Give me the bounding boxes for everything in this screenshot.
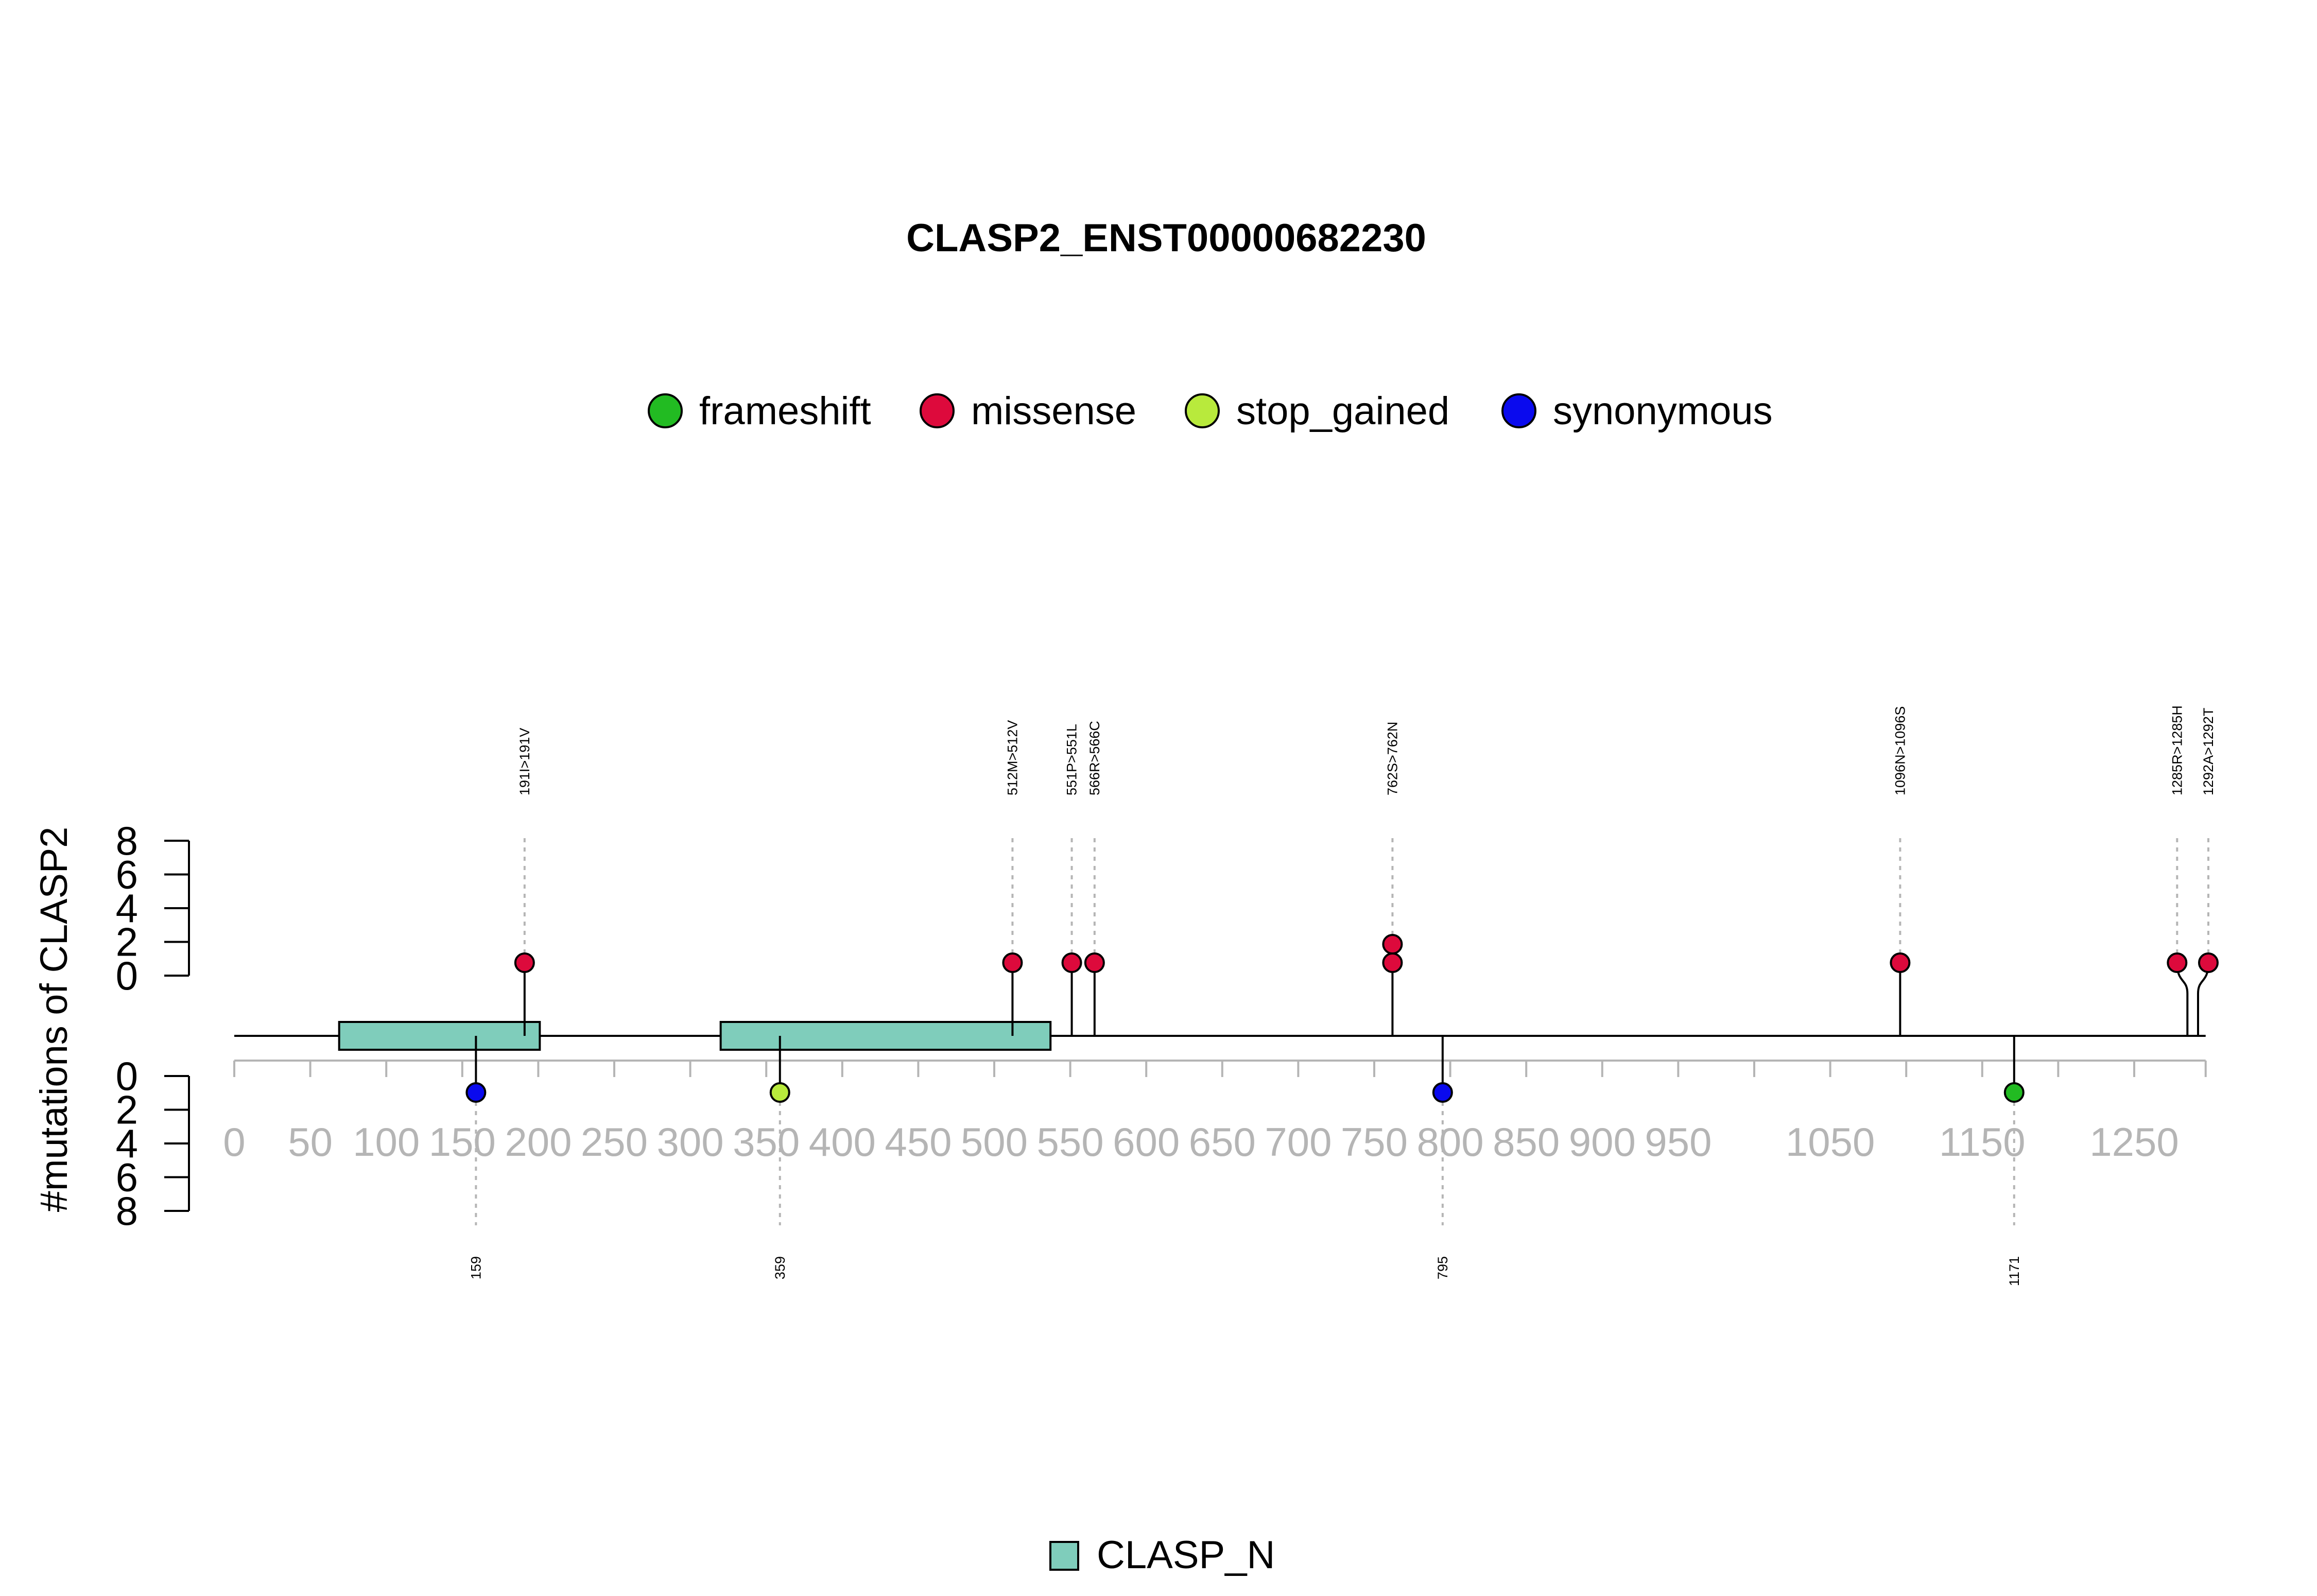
legend-stop_gained-marker [1185,393,1220,428]
domain-legend-label: CLASP_N [1097,1533,1275,1577]
mutation-point-159 [465,1082,487,1103]
mutation-label: 512M>512V [1005,720,1020,795]
legend-synonymous-label: synonymous [1553,389,1773,433]
mutation-point-1285 [2167,952,2188,973]
x-tick-label: 650 [1189,1119,1256,1165]
mutation-label: 1096N>1096S [1892,706,1908,795]
mutation-label: 551P>551L [1064,724,1080,795]
mutation-point-762 [1382,934,1403,955]
x-tick-label: 50 [288,1119,333,1165]
x-tick-label: 700 [1265,1119,1332,1165]
mutation-point-512 [1002,952,1023,973]
mutation-point-795 [1432,1082,1453,1103]
y-axis-label: #mutations of CLASP2 [32,827,75,1212]
y-tick-label-bottom: 4 [116,1121,138,1166]
x-tick-label: 900 [1569,1119,1636,1165]
legend-frameshift-label: frameshift [699,389,871,433]
plot-area: 0 50 100 150 200 250 300 350 400 450 500 550 600 650 7… [116,705,2219,1286]
lollipop-stem [2176,962,2189,1036]
legend-missense-label: missense [971,389,1136,433]
mutation-label: 566R>566C [1087,721,1102,795]
y-tick-label-bottom: 6 [116,1155,138,1200]
x-tick-label: 300 [657,1119,724,1165]
x-tick-label: 600 [1113,1119,1180,1165]
mutation-point-762 [1382,952,1403,973]
mutation-label: 359 [772,1256,788,1279]
x-tick-label: 450 [885,1119,952,1165]
mutation-type-legend: frameshift missense stop_gained synonymous [648,389,1773,433]
mutation-label: 795 [1435,1256,1450,1279]
mutation-label: 1171 [2007,1256,2022,1286]
mutation-label: 1292A>1292T [2201,708,2216,795]
lollipop-stem [2197,962,2209,1036]
mutation-label: 159 [468,1256,483,1279]
y-tick-label-bottom: 0 [116,1053,138,1099]
mutation-point-566 [1084,952,1105,973]
x-tick-label: 0 [223,1119,245,1165]
mutation-label: 1285R>1285H [2169,705,2185,795]
domain-clasp_n-1 [338,1021,541,1051]
x-tick-label: 150 [429,1119,496,1165]
x-tick-label: 1250 [2089,1119,2179,1165]
y-tick-label-top: 2 [116,920,138,965]
domain-clasp_n-2 [719,1021,1052,1051]
domain-legend-swatch [1049,1541,1079,1571]
mutation-point-1292 [2198,952,2219,973]
legend-frameshift-marker [648,393,683,428]
legend-missense-marker [920,393,955,428]
chart-title: CLASP2_ENST00000682230 [906,216,1426,260]
legend-stop_gained-label: stop_gained [1236,389,1449,433]
x-tick-label: 1150 [1939,1119,2026,1165]
x-tick-label: 750 [1341,1119,1408,1165]
x-tick-label: 350 [733,1119,800,1165]
y-tick-label-bottom: 2 [116,1087,138,1133]
x-tick-label: 500 [961,1119,1028,1165]
x-tick-label: 250 [581,1119,648,1165]
y-tick-label-top: 6 [116,852,138,897]
x-tick-label: 400 [809,1119,876,1165]
mutation-label: 762S>762N [1385,722,1400,795]
mutation-point-191 [514,952,535,973]
x-tick-label: 100 [353,1119,420,1165]
mutation-point-359 [769,1082,790,1103]
x-tick-label: 1050 [1786,1119,1875,1165]
mutation-point-551 [1061,952,1082,973]
x-tick-label: 200 [505,1119,572,1165]
y-tick-label-bottom: 8 [116,1188,138,1234]
domain-legend: CLASP_N [1049,1533,1275,1577]
mutation-point-1096 [1890,952,1911,973]
x-tick-label: 800 [1417,1119,1484,1165]
x-tick-label: 550 [1037,1119,1104,1165]
y-tick-label-top: 4 [116,886,138,931]
legend-synonymous-marker [1501,393,1536,428]
mutation-point-1171 [2003,1082,2025,1103]
y-tick-label-top: 8 [116,818,138,863]
x-tick-label: 850 [1493,1119,1560,1165]
x-tick-label: 950 [1645,1119,1711,1165]
mutation-label: 191I>191V [517,728,532,795]
y-tick-label-top: 0 [116,953,138,998]
